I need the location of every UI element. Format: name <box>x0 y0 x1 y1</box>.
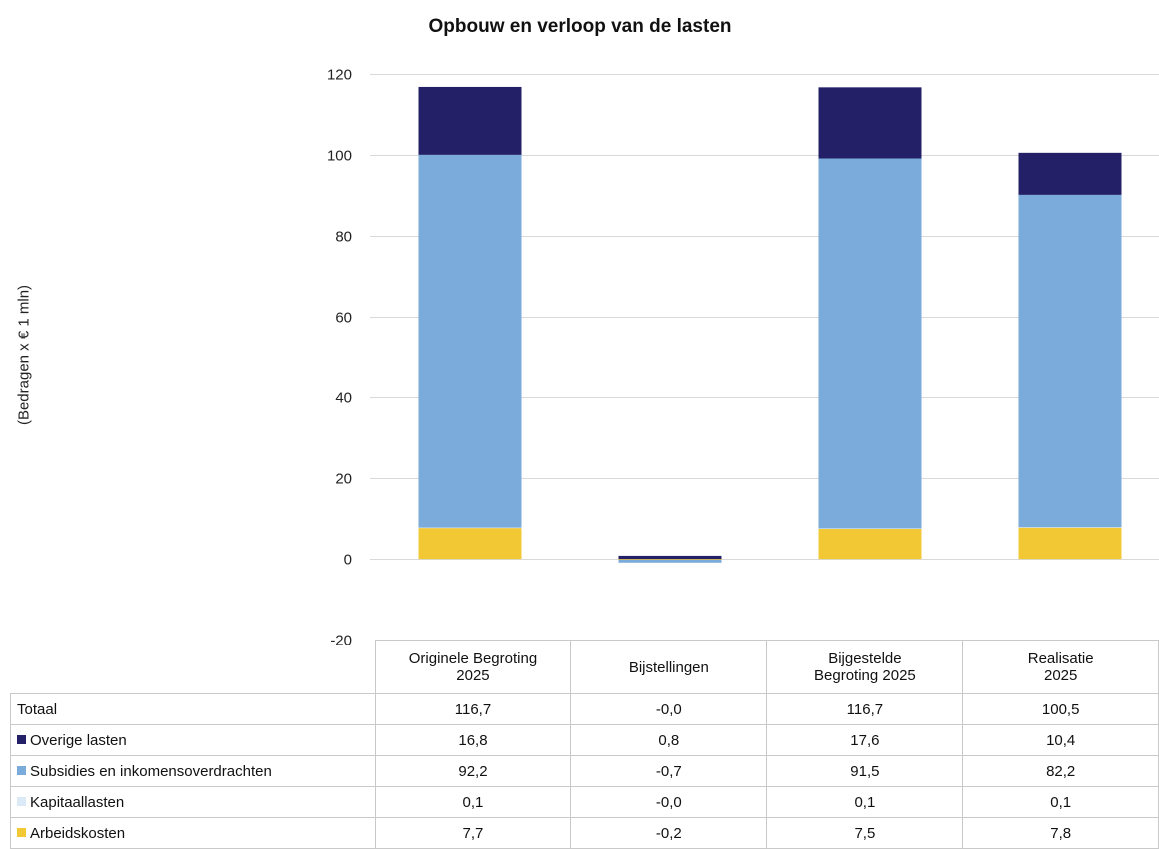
data-label: 10,4 <box>962 724 1159 756</box>
y-tick-label: 120 <box>327 67 352 84</box>
y-tick-label: 80 <box>335 229 352 246</box>
legend-entry: Kapitaallasten <box>10 786 376 818</box>
bar-segment <box>418 154 522 528</box>
x-category-label: Realisatie 2025 <box>962 640 1159 694</box>
bar-segment <box>618 559 722 560</box>
bar-segment <box>818 528 922 560</box>
data-label: 100,5 <box>962 693 1159 725</box>
legend-swatch <box>17 765 26 775</box>
x-category-label: Bijstellingen <box>570 640 768 694</box>
x-category-label-line: 2025 <box>456 667 490 684</box>
bar-segment <box>818 528 922 530</box>
legend-swatch <box>17 796 26 806</box>
bar-segment <box>618 559 722 563</box>
table-corner <box>11 641 376 694</box>
legend-swatch <box>17 827 26 837</box>
y-tick-label: -20 <box>330 633 352 646</box>
x-category-label: Bijgestelde Begroting 2025 <box>766 640 964 694</box>
table-header-row: Originele Begroting 2025 Bijstellingen Bijg… <box>11 640 1159 694</box>
table-row: Kapitaallasten 0,1 -0,0 0,1 0,1 <box>10 786 1159 818</box>
legend-entry: Totaal <box>10 693 376 725</box>
data-label: 0,1 <box>766 786 964 818</box>
data-label: 116,7 <box>766 693 964 725</box>
legend-entry: Overige lasten <box>10 724 376 756</box>
legend-swatch <box>17 734 26 744</box>
y-tick-label: 60 <box>335 310 352 327</box>
bar-segment <box>818 87 922 159</box>
bar-segment <box>618 555 722 560</box>
data-label: 7,5 <box>766 817 964 849</box>
chart-title: Opbouw en verloop van de lasten <box>428 16 732 37</box>
x-category-label-line: Originele Begroting <box>408 650 538 667</box>
stacked-bar-chart: -20 0 20 40 60 80 100 120 <box>327 67 1159 646</box>
x-category-label-line: Bijgestelde <box>828 650 902 667</box>
legend-entry: Subsidies en inkomensoverdrachten <box>10 755 376 787</box>
data-label: 0,1 <box>374 786 572 818</box>
legend-label: Overige lasten <box>30 731 127 749</box>
y-tick-label: 100 <box>327 148 352 165</box>
x-category-label-line: Bijstellingen <box>628 658 709 676</box>
table-row: Overige lasten 16,8 0,8 17,6 10,4 <box>10 724 1159 756</box>
legend-entry: Arbeidskosten <box>10 817 376 849</box>
table-row: Arbeidskosten 7,7 -0,2 7,5 7,8 <box>10 817 1159 849</box>
x-category-label-line: Realisatie <box>1027 650 1094 667</box>
bar-segment <box>1018 194 1122 528</box>
bar-segment <box>1018 527 1122 560</box>
data-label: -0,2 <box>570 817 768 849</box>
data-label: 16,8 <box>374 724 572 756</box>
legend-label: Subsidies en inkomensoverdrachten <box>30 762 272 780</box>
y-tick-label: 40 <box>335 390 352 407</box>
legend-label: Arbeidskosten <box>30 824 126 842</box>
bar-segment <box>818 158 922 529</box>
y-tick-label: 0 <box>344 552 352 569</box>
x-category-label-line: Begroting 2025 <box>814 667 916 684</box>
y-tick-label: 20 <box>335 471 352 488</box>
data-label: -0,0 <box>570 786 768 818</box>
data-label: 82,2 <box>962 755 1159 787</box>
legend-label: Kapitaallasten <box>30 793 125 811</box>
bar-segment <box>418 86 522 155</box>
data-label: -0,7 <box>570 755 768 787</box>
legend-label: Totaal <box>17 700 58 718</box>
data-label: 0,1 <box>962 786 1159 818</box>
data-label: 7,8 <box>962 817 1159 849</box>
x-category-label-line: 2025 <box>1043 667 1078 684</box>
data-label: 17,6 <box>766 724 964 756</box>
bar-segment <box>1018 152 1122 195</box>
table-row: Totaal 116,7 -0,0 116,7 100,5 <box>10 693 1159 725</box>
bar-segment <box>418 528 522 560</box>
bar-segment <box>1018 527 1122 528</box>
data-label: 116,7 <box>374 693 572 725</box>
data-table: Originele Begroting 2025 Bijstellingen Bijg… <box>10 640 1159 849</box>
bar-segment <box>418 527 522 529</box>
data-label: 0,8 <box>570 724 768 756</box>
data-label: 92,2 <box>374 755 572 787</box>
x-category-label: Originele Begroting 2025 <box>374 640 572 694</box>
table-row: Subsidies en inkomensoverdrachten 92,2 -0,… <box>10 755 1159 787</box>
data-label: 91,5 <box>766 755 964 787</box>
data-label: -0,0 <box>570 693 768 725</box>
data-label: 7,7 <box>374 817 572 849</box>
